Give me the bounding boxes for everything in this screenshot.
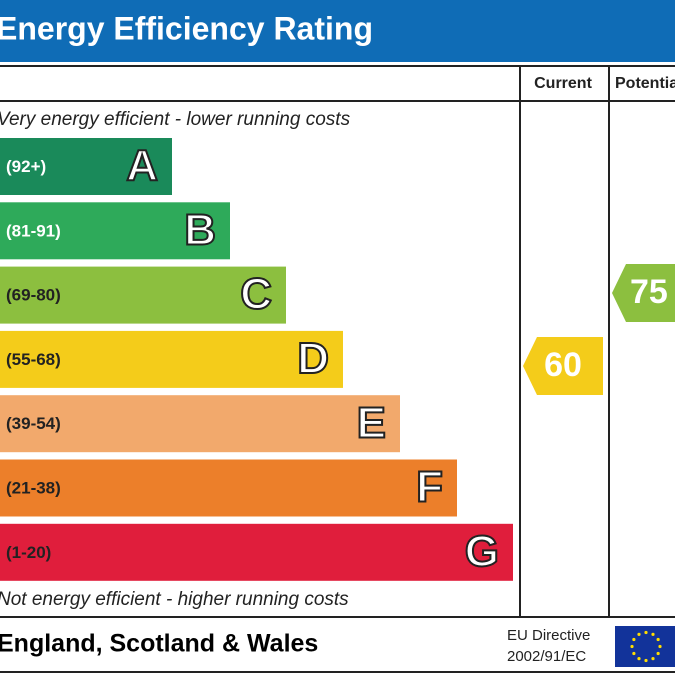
potential-header: Potential xyxy=(615,75,675,92)
eu-star xyxy=(637,657,641,661)
eu-stars xyxy=(630,630,662,663)
eu-star xyxy=(656,637,660,642)
eu-star xyxy=(644,630,648,635)
rating-band: C xyxy=(240,270,272,319)
eu-star xyxy=(651,632,655,636)
rating-band: A xyxy=(126,141,158,190)
rating-range: (55-68) xyxy=(6,350,61,369)
header-band xyxy=(0,0,675,62)
rating-range: (21-38) xyxy=(6,478,61,497)
rating-bar xyxy=(0,523,513,581)
title: Energy Efficiency Rating xyxy=(0,10,373,46)
region: England, Scotland & Wales xyxy=(0,630,318,658)
rating-bar xyxy=(0,395,400,453)
rating-range: (69-80) xyxy=(6,286,61,305)
eu-star xyxy=(630,644,634,649)
rating-bar xyxy=(0,266,286,324)
eu-star xyxy=(656,651,660,656)
directive-1: EU Directive xyxy=(507,627,590,644)
rating-range: (81-91) xyxy=(6,221,61,240)
rating-range: (92+) xyxy=(6,157,46,176)
eu-star xyxy=(644,658,648,663)
potential-value: 75 xyxy=(630,273,668,311)
rating-band: F xyxy=(416,463,443,512)
current-value: 60 xyxy=(544,346,582,384)
current-arrow xyxy=(523,337,603,395)
rating-bar xyxy=(0,202,230,260)
rating-band: G xyxy=(465,527,499,576)
rating-bar xyxy=(0,138,172,195)
rating-band: B xyxy=(184,205,216,254)
eu-star xyxy=(637,632,641,636)
table-lines xyxy=(0,65,675,673)
current-header: Current xyxy=(534,75,592,92)
top-note: Very energy efficient - lower running co… xyxy=(0,109,351,130)
rating-range: (39-54) xyxy=(6,414,61,433)
bottom-note: Not energy efficient - higher running co… xyxy=(0,589,349,610)
eu-star xyxy=(651,657,655,661)
eu-star xyxy=(658,644,662,649)
rating-bar xyxy=(0,330,343,388)
rating-range: (1-20) xyxy=(6,543,51,562)
rating-bar xyxy=(0,459,457,517)
directive-2: 2002/91/EC xyxy=(507,648,586,665)
rating-band: E xyxy=(357,398,386,447)
potential-arrow xyxy=(612,264,675,322)
eu-star xyxy=(632,651,636,656)
rating-band: D xyxy=(297,334,329,383)
eu-star xyxy=(632,637,636,642)
